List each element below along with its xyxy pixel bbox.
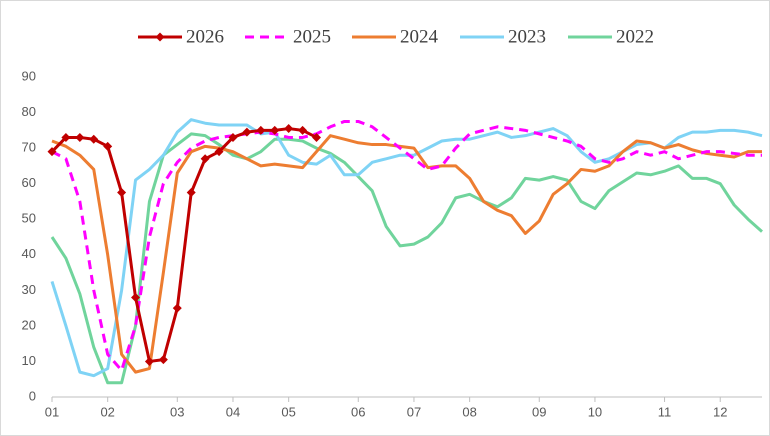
point-marker [144, 356, 154, 366]
y-tick-label: 70 [22, 140, 36, 155]
y-tick-label: 50 [22, 211, 36, 226]
x-tick-label: 12 [713, 404, 727, 419]
legend-label: 2022 [616, 26, 654, 47]
x-tick-label: 09 [532, 404, 546, 419]
legend-label: 2023 [508, 26, 546, 47]
point-marker [47, 147, 57, 157]
y-tick-label: 0 [29, 388, 36, 403]
x-tick-label: 07 [407, 404, 421, 419]
x-tick-label: 03 [170, 404, 184, 419]
series-line [51, 119, 762, 372]
point-marker [103, 141, 113, 151]
x-tick-label: 08 [462, 404, 476, 419]
point-marker [61, 132, 71, 142]
legend-label: 2026 [186, 26, 224, 47]
y-tick-label: 90 [22, 68, 36, 83]
point-marker [186, 188, 196, 198]
point-marker [131, 292, 141, 302]
x-tick-label: 06 [351, 404, 365, 419]
point-marker [312, 132, 322, 142]
y-tick-label: 20 [22, 317, 36, 332]
y-tick-label: 80 [22, 104, 36, 119]
point-marker [270, 125, 280, 135]
point-marker [228, 132, 238, 142]
x-tick-label: 04 [226, 404, 240, 419]
point-marker [242, 127, 252, 137]
point-marker [172, 303, 182, 313]
point-marker [75, 132, 85, 142]
x-tick-label: 02 [100, 404, 114, 419]
series-line [50, 132, 763, 385]
legend-label: 2025 [293, 26, 331, 47]
x-tick-label: 11 [658, 404, 672, 419]
y-tick-label: 60 [22, 175, 36, 190]
point-marker [284, 124, 294, 134]
legend-label: 2024 [400, 26, 439, 47]
x-tick-label: 05 [281, 404, 295, 419]
point-marker [158, 355, 168, 365]
point-marker [89, 134, 99, 144]
point-marker [117, 188, 127, 198]
y-tick-label: 30 [22, 282, 36, 297]
point-marker [214, 147, 224, 157]
point-marker [298, 125, 308, 135]
y-tick-label: 40 [22, 246, 36, 261]
legend-marker [155, 32, 165, 42]
x-tick-label: 01 [45, 404, 59, 419]
point-marker [200, 154, 210, 164]
point-marker [256, 125, 266, 135]
series-line [51, 134, 762, 374]
x-tick-label: 10 [588, 404, 602, 419]
y-tick-label: 10 [22, 353, 36, 368]
